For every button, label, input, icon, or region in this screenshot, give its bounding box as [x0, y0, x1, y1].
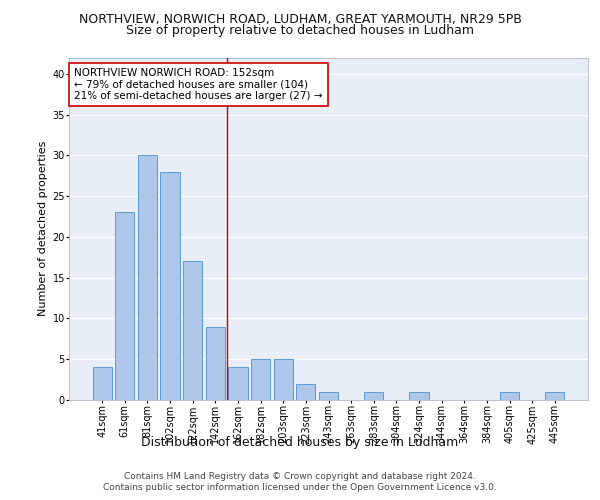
Bar: [92, 368, 112, 400]
Bar: [409, 392, 428, 400]
Bar: [545, 392, 565, 400]
Bar: [115, 212, 134, 400]
Bar: [319, 392, 338, 400]
Text: NORTHVIEW, NORWICH ROAD, LUDHAM, GREAT YARMOUTH, NR29 5PB: NORTHVIEW, NORWICH ROAD, LUDHAM, GREAT Y…: [79, 12, 521, 26]
Bar: [500, 392, 519, 400]
Text: NORTHVIEW NORWICH ROAD: 152sqm
← 79% of detached houses are smaller (104)
21% of: NORTHVIEW NORWICH ROAD: 152sqm ← 79% of …: [74, 68, 323, 101]
Bar: [274, 359, 293, 400]
Y-axis label: Number of detached properties: Number of detached properties: [38, 141, 48, 316]
Bar: [206, 326, 225, 400]
Bar: [229, 368, 248, 400]
Bar: [183, 262, 202, 400]
Bar: [364, 392, 383, 400]
Bar: [160, 172, 180, 400]
Text: Size of property relative to detached houses in Ludham: Size of property relative to detached ho…: [126, 24, 474, 37]
Text: Contains HM Land Registry data © Crown copyright and database right 2024.: Contains HM Land Registry data © Crown c…: [124, 472, 476, 481]
Bar: [296, 384, 316, 400]
Bar: [138, 156, 157, 400]
Bar: [251, 359, 270, 400]
Text: Contains public sector information licensed under the Open Government Licence v3: Contains public sector information licen…: [103, 484, 497, 492]
Text: Distribution of detached houses by size in Ludham: Distribution of detached houses by size …: [142, 436, 458, 449]
